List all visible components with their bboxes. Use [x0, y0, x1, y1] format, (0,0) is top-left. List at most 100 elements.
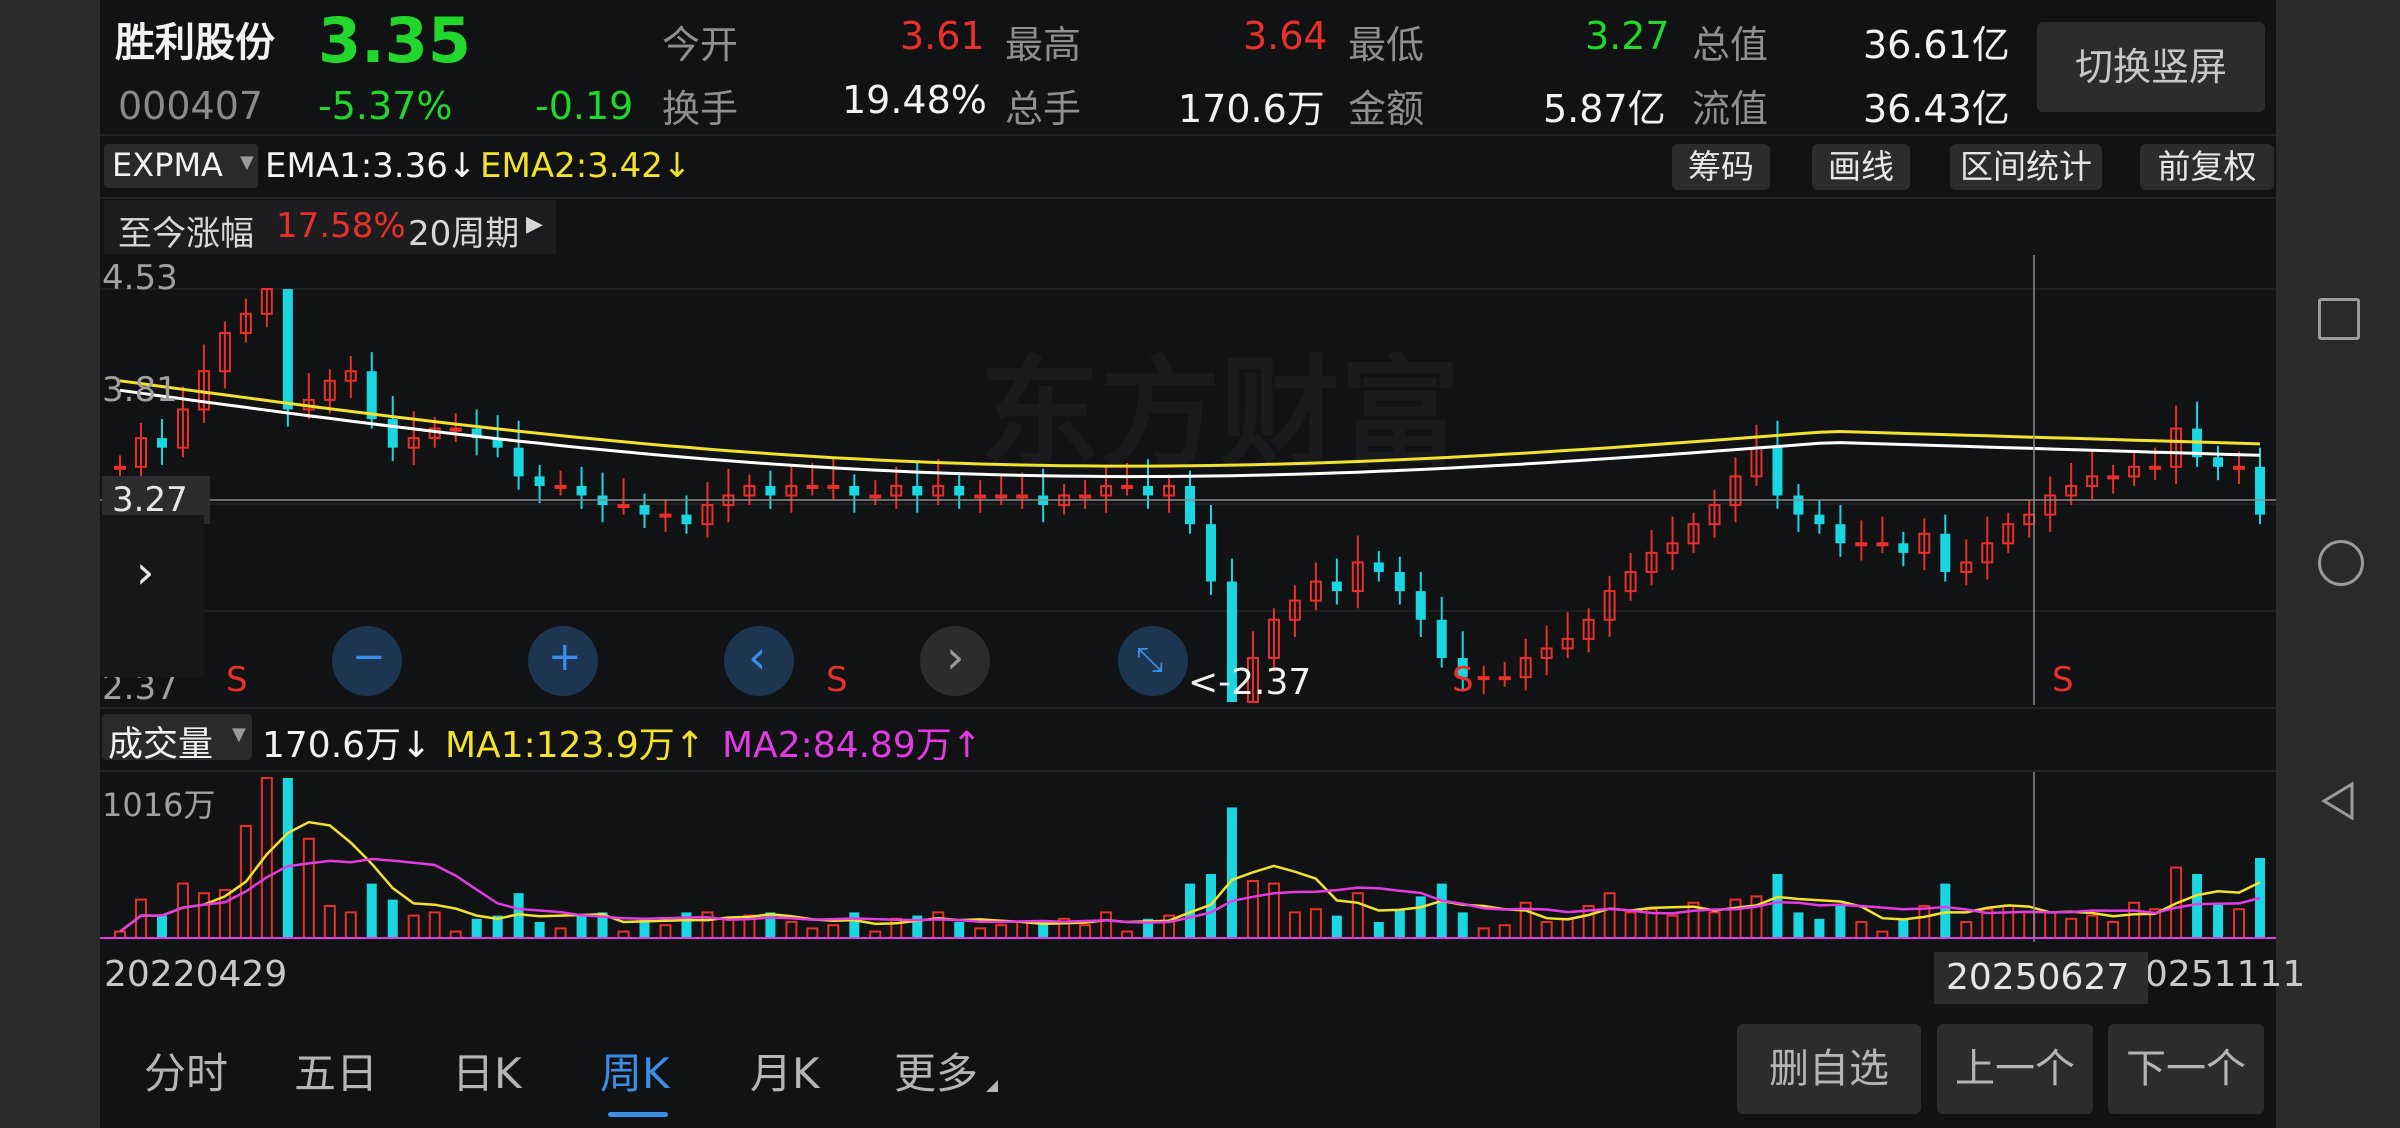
volume-bar [282, 778, 293, 938]
ma1-value: MA1:123.9万 [445, 725, 675, 766]
volume-bar [974, 927, 987, 939]
candle-body [1561, 637, 1574, 650]
previous-stock-button[interactable]: 上一个 [1937, 1024, 2093, 1114]
candle-body [2002, 523, 2015, 545]
volume-bar [407, 914, 420, 940]
range-info-box[interactable]: 至今涨幅 17.58% 20周期 ▶ [104, 200, 556, 254]
candle-body [1477, 676, 1490, 681]
stat-label-total-value: 总值 [1692, 23, 1769, 67]
volume-bar [722, 917, 735, 940]
stat-label-amount: 金额 [1348, 87, 1425, 131]
volume-bar [785, 921, 798, 939]
volume-bar [1267, 882, 1280, 939]
ema2-line [119, 379, 2261, 468]
range-label: 至今涨幅 [118, 214, 254, 254]
volume-bar [428, 911, 441, 939]
ema1-line [119, 388, 2261, 479]
range-pct: 17.58% [276, 206, 406, 246]
back-icon[interactable] [2318, 780, 2360, 822]
candle-body [471, 428, 482, 439]
home-icon[interactable] [2318, 540, 2364, 586]
signal-marker: S [1452, 660, 1474, 700]
recent-apps-icon[interactable] [2318, 298, 2360, 340]
volume-bar [2107, 921, 2120, 939]
volume-chart[interactable] [100, 772, 2276, 942]
caret-right-icon: ▶ [526, 212, 543, 237]
switch-portrait-button[interactable]: 切换竖屏 [2037, 22, 2265, 112]
volume-bar [344, 911, 357, 939]
chip-button[interactable]: 筹码 [1672, 144, 1770, 190]
more-caret-icon [986, 1080, 998, 1092]
scroll-right-button[interactable]: › [920, 626, 990, 696]
volume-bar [176, 882, 189, 939]
candle-body [2213, 457, 2224, 467]
volume-bar [576, 915, 587, 938]
candle-body [2170, 427, 2183, 468]
candle-body [513, 447, 524, 477]
expand-panel-button[interactable]: › [100, 515, 204, 677]
volume-bar [1666, 914, 1679, 940]
volume-bar [849, 912, 860, 938]
candle-body [260, 288, 273, 315]
stat-value-turnover: 19.48% [842, 78, 987, 122]
volume-bar [1436, 883, 1447, 938]
volume-bar [1415, 896, 1426, 938]
remove-watchlist-button[interactable]: 删自选 [1737, 1024, 1921, 1114]
draw-line-button[interactable]: 画线 [1812, 144, 1910, 190]
volume-axis-max: 1016万 [102, 786, 216, 824]
tab-monthly-k[interactable]: 月K [750, 1049, 820, 1098]
tab-five-day[interactable]: 五日 [294, 1049, 379, 1098]
candle-body [827, 484, 840, 489]
candle-body [617, 504, 630, 509]
candle-body [2255, 466, 2265, 515]
volume-bar [1498, 924, 1511, 939]
tab-daily-k[interactable]: 日K [452, 1049, 522, 1098]
tab-weekly-k[interactable]: 周K [600, 1049, 670, 1098]
volume-bar [659, 924, 672, 939]
stat-value-total-value: 36.61亿 [1863, 23, 2010, 67]
tab-intraday[interactable]: 分时 [144, 1049, 229, 1098]
volume-bar [1540, 921, 1553, 939]
scroll-left-button[interactable]: ‹ [724, 626, 794, 696]
volume-bar [1477, 927, 1490, 939]
volume-bar [806, 927, 819, 939]
next-stock-button[interactable]: 下一个 [2108, 1024, 2264, 1114]
volume-bar [1331, 915, 1342, 938]
chevron-right-icon: › [136, 545, 155, 599]
forward-adjust-button[interactable]: 前复权 [2140, 144, 2274, 190]
volume-select[interactable]: 成交量 ▼ [102, 714, 252, 765]
tab-more[interactable]: 更多 [894, 1049, 979, 1098]
min-price-marker: <-2.37 [1188, 662, 1312, 703]
price-chart[interactable]: 东方财富 [100, 255, 2276, 705]
volume-bar [1814, 918, 1825, 938]
candle-body [1246, 657, 1259, 704]
candle-body [1457, 658, 1468, 678]
collapse-button[interactable]: ⤡ [1118, 626, 1188, 696]
volume-bar [1100, 911, 1113, 939]
candle-body [974, 494, 987, 499]
plus-icon: + [548, 634, 582, 680]
stat-value-high: 3.64 [1243, 14, 1328, 58]
candle-body [1415, 591, 1426, 620]
candle-body [1940, 533, 1951, 572]
zoom-in-button[interactable]: + [528, 626, 598, 696]
zoom-out-button[interactable]: − [332, 626, 402, 696]
indicator-select[interactable]: EXPMA ▼ [104, 144, 258, 188]
volume-bar [1351, 892, 1364, 939]
range-stats-button[interactable]: 区间统计 [1950, 144, 2102, 190]
volume-ma2-line [119, 857, 2261, 933]
candle-body [1960, 561, 1973, 573]
candle-body [701, 504, 714, 526]
date-cursor: 20250627 [1934, 952, 2148, 1004]
candle-body [1436, 619, 1447, 659]
candle-body [1331, 581, 1342, 592]
app-window [100, 0, 2276, 1128]
candle-body [1226, 581, 1237, 702]
candle-body [765, 485, 776, 496]
candle-body [639, 505, 650, 515]
signal-marker: S [826, 660, 848, 700]
volume-bar [1288, 911, 1301, 939]
candle-body [1143, 485, 1154, 496]
candle-body [1729, 475, 1742, 507]
candle-body [1981, 542, 1994, 564]
